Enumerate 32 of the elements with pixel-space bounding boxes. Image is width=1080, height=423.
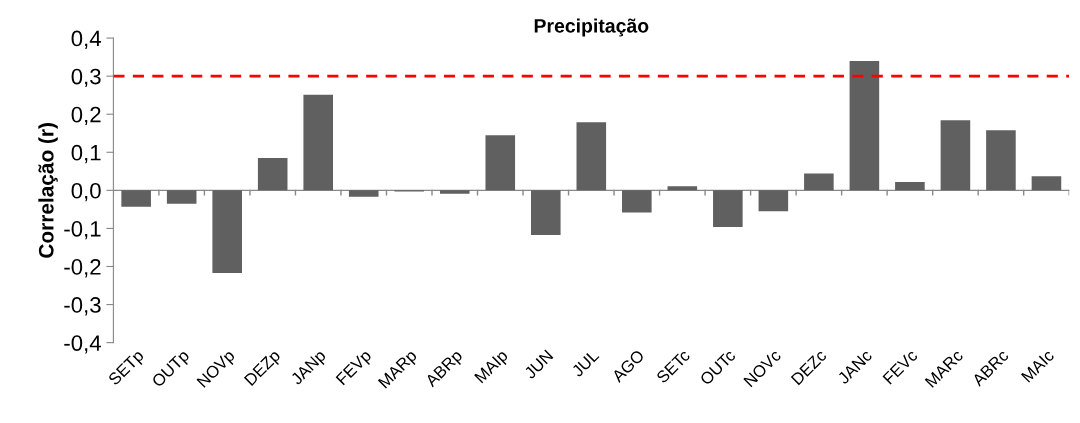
y-tick-label: -0,2 — [64, 259, 101, 278]
bar — [849, 60, 880, 191]
bar — [940, 120, 971, 191]
y-tick-label: -0,1 — [64, 220, 101, 240]
chart-title: Precipitação — [534, 18, 649, 37]
bar — [348, 190, 379, 197]
bar — [713, 190, 743, 227]
bar — [303, 94, 334, 191]
bar — [166, 190, 197, 204]
bar — [895, 181, 925, 191]
bar — [622, 190, 652, 213]
bar — [986, 130, 1016, 191]
bar — [576, 122, 607, 191]
y-tick-label: 0,2 — [71, 106, 101, 126]
bar — [439, 190, 470, 194]
y-tick-label: 0,1 — [71, 144, 101, 164]
y-tick-label: -0,3 — [64, 297, 101, 316]
y-tick-label: 0,3 — [71, 68, 101, 88]
bar — [212, 190, 242, 273]
y-axis-title: Correlação (r) — [38, 123, 58, 258]
bar — [667, 186, 698, 191]
bar — [257, 157, 288, 191]
y-tick-label: 0,4 — [71, 30, 101, 49]
bar — [804, 173, 834, 191]
bar — [485, 135, 516, 191]
bar — [758, 190, 789, 212]
y-tick-label: -0,4 — [64, 335, 101, 354]
x-tick-label: JUL — [570, 349, 600, 378]
bar — [1031, 176, 1062, 191]
bar — [121, 190, 151, 207]
y-tick-label: 0,0 — [71, 182, 101, 202]
bar — [530, 190, 561, 235]
